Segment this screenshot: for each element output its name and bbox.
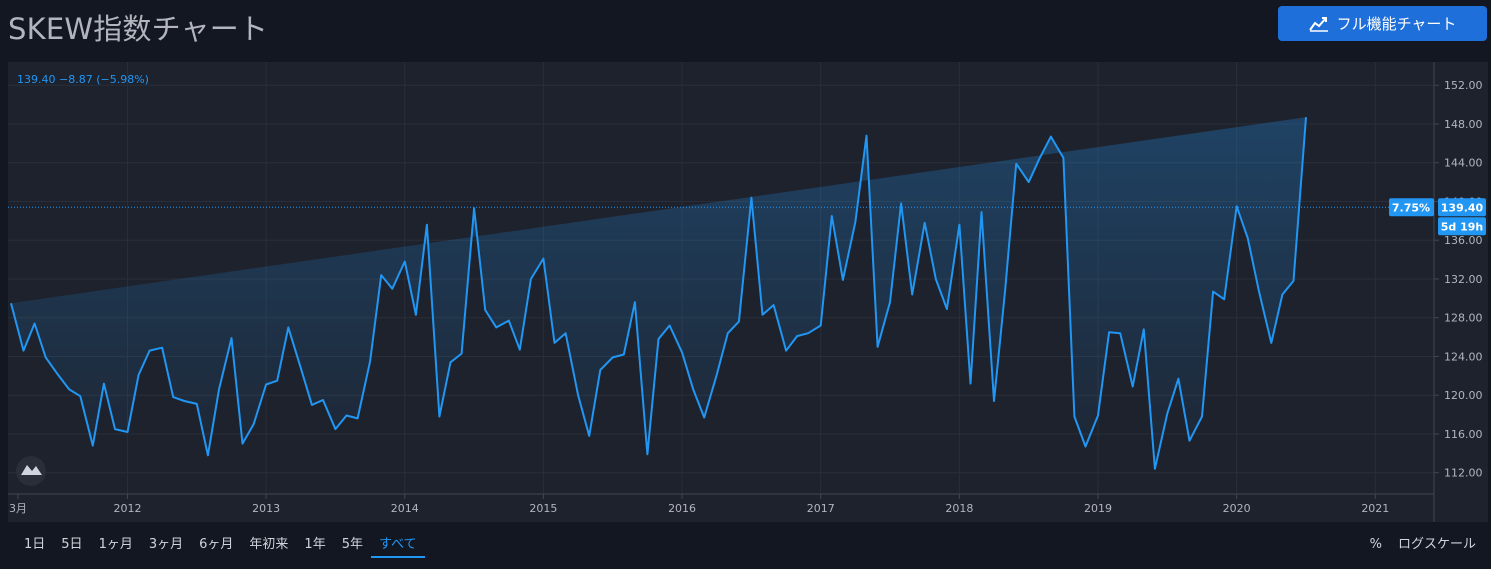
- y-tick-label: 116.00: [1444, 428, 1483, 441]
- x-tick-label: 2014: [391, 502, 419, 515]
- countdown-tag: 5d 19h: [1441, 220, 1484, 233]
- range-button[interactable]: 1日: [24, 537, 46, 552]
- range-button[interactable]: すべて: [370, 534, 425, 558]
- log-scale-toggle[interactable]: ログスケール: [1397, 537, 1476, 552]
- time-axis-pane: [8, 494, 1434, 522]
- y-tick-label: 128.00: [1444, 312, 1483, 325]
- range-button[interactable]: 5年: [341, 537, 363, 552]
- bottom-toolbar: 1日 5日 1ヶ月 3ヶ月 6ヶ月 年初来 1年 5年 すべて % ログスケール: [8, 522, 1488, 569]
- y-tick-label: 124.00: [1444, 350, 1483, 363]
- page-title: SKEW指数チャート: [8, 12, 269, 46]
- x-tick-label: 2013: [252, 502, 280, 515]
- y-tick-label: 132.00: [1444, 273, 1483, 286]
- x-tick-label: 3月: [9, 502, 27, 515]
- x-tick-label: 2021: [1361, 502, 1389, 515]
- x-tick-label: 2012: [113, 502, 141, 515]
- change-tag-bg: [1389, 198, 1434, 217]
- full-chart-label: フル機能チャート: [1336, 15, 1457, 33]
- price-axis-pane: [1434, 62, 1488, 522]
- x-tick-label: 2016: [668, 502, 696, 515]
- y-tick-label: 148.00: [1444, 118, 1483, 131]
- y-tick-label: 120.00: [1444, 389, 1483, 402]
- x-tick-label: 2015: [529, 502, 557, 515]
- y-tick-label: 136.00: [1444, 234, 1483, 247]
- scale-options: % ログスケール: [1370, 534, 1476, 556]
- range-button[interactable]: 5日: [61, 537, 83, 552]
- y-tick-label: 144.00: [1444, 157, 1483, 170]
- range-button[interactable]: 1ヶ月: [98, 537, 133, 552]
- chart-svg[interactable]: 3月 2012 2013 2014 2015 2016 2017 2018 2019 2020 20…: [8, 62, 1488, 522]
- countdown-tag-bg: [1438, 217, 1486, 236]
- series-line: [10, 117, 1307, 470]
- x-tick-label: 2019: [1084, 502, 1112, 515]
- change-pct-tag: 7.75%: [1392, 201, 1430, 214]
- range-selector: 1日 5日 1ヶ月 3ヶ月 6ヶ月 年初来 1年 5年 すべて: [16, 534, 425, 558]
- y-tick-label: 152.00: [1444, 79, 1483, 92]
- y-tick-label: 112.00: [1444, 467, 1483, 480]
- last-price-tag: 139.40: [1441, 201, 1484, 214]
- range-button[interactable]: 年初来: [249, 537, 289, 552]
- x-tick-label: 2017: [807, 502, 835, 515]
- last-price-tag-bg: [1438, 198, 1486, 217]
- range-button[interactable]: 6ヶ月: [199, 537, 234, 552]
- x-tick-label: 2018: [945, 502, 973, 515]
- range-button[interactable]: 1年: [304, 537, 326, 552]
- chart-area[interactable]: 3月 2012 2013 2014 2015 2016 2017 2018 2019 2020 20…: [8, 62, 1488, 522]
- range-button[interactable]: 3ヶ月: [148, 537, 184, 552]
- percent-scale-toggle[interactable]: %: [1369, 537, 1382, 552]
- full-chart-button[interactable]: フル機能チャート: [1278, 6, 1487, 41]
- series-area-fill: [11, 117, 1306, 469]
- chart-line-icon: [1308, 16, 1328, 32]
- legend-text: 139.40 −8.87 (−5.98%): [17, 73, 149, 86]
- x-tick-label: 2020: [1223, 502, 1251, 515]
- brand-logo: [16, 456, 46, 486]
